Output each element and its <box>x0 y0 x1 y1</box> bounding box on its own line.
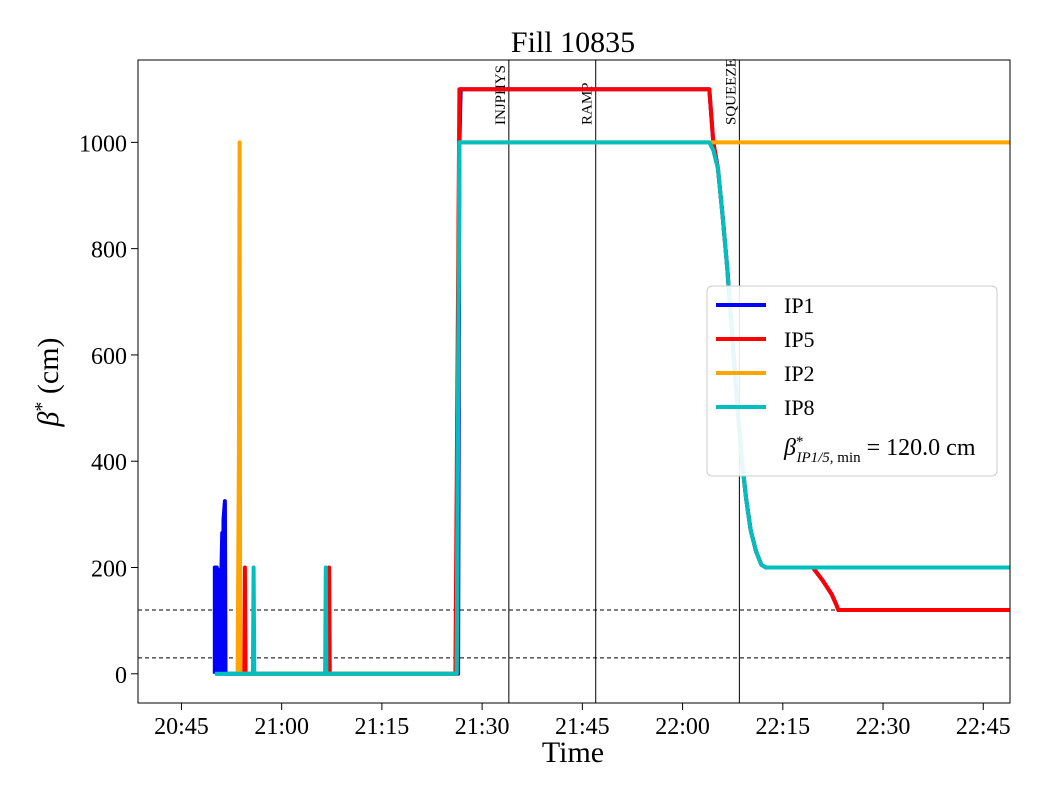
vline-label-injphys: INJPHYS <box>493 65 509 125</box>
x-tick-label: 22:30 <box>856 714 911 740</box>
legend-entry-beta-min: β* IP1/5, min = 120.0 cm <box>783 434 976 466</box>
y-tick-label: 800 <box>91 238 127 264</box>
series-line-ip8 <box>214 140 1010 676</box>
legend-label-ip8: IP8 <box>784 395 815 420</box>
x-tick-label: 21:30 <box>455 714 510 740</box>
y-axis: 0 200 400 600 800 1000 <box>79 131 138 689</box>
x-tick-label: 22:45 <box>956 714 1011 740</box>
y-tick-label: 0 <box>115 663 127 689</box>
vline-label-ramp: RAMP <box>580 82 596 125</box>
plot-frame <box>137 59 1011 704</box>
y-tick-label: 400 <box>91 450 127 476</box>
x-tick-label: 21:45 <box>555 714 610 740</box>
reference-lines <box>138 609 1010 659</box>
phase-markers: INJPHYS RAMP SQUEEZE <box>493 58 740 703</box>
legend-label-ip2: IP2 <box>784 361 815 386</box>
legend: IP1 IP5 IP2 IP8 β* IP1/5, min = 120.0 cm <box>706 285 998 477</box>
y-tick-label: 600 <box>91 344 127 370</box>
legend-label-ip1: IP1 <box>784 293 815 318</box>
y-tick-label: 1000 <box>79 131 127 157</box>
x-tick-label: 21:15 <box>355 714 410 740</box>
x-tick-label: 22:15 <box>755 714 810 740</box>
chart-title: Fill 10835 <box>511 26 635 59</box>
x-tick-label: 20:45 <box>154 714 209 740</box>
x-axis-label: Time <box>542 736 604 769</box>
legend-box <box>706 285 998 477</box>
y-tick-label: 200 <box>91 556 127 582</box>
x-tick-label: 21:00 <box>254 714 309 740</box>
y-axis-label: β* (cm) <box>31 337 65 427</box>
legend-label-ip5: IP5 <box>784 327 815 352</box>
x-axis: 20:45 21:00 21:15 21:30 21:45 22:00 22:15 22:30… <box>154 703 1011 740</box>
x-tick-label: 22:00 <box>655 714 710 740</box>
vline-label-squeeze: SQUEEZE <box>723 58 739 125</box>
